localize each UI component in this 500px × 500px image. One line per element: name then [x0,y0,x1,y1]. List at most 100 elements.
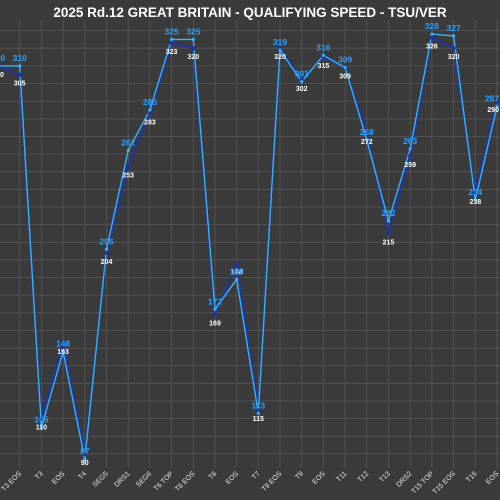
data-label: 204 [101,259,113,266]
data-label: 309 [339,74,351,81]
data-label: 148 [56,339,70,349]
data-point [408,147,412,151]
data-point [386,231,391,236]
data-point [104,250,109,255]
data-point [169,40,174,46]
x-tick-label: T3 [34,470,45,481]
data-label: 87 [80,446,90,456]
data-point [256,411,260,415]
data-label: 320 [448,54,460,61]
data-label: 320 [274,54,286,61]
data-label: 263 [403,136,417,146]
data-point [17,72,22,77]
data-label: 315 [318,63,330,70]
data-point [148,108,152,112]
data-label: 105 [34,414,48,424]
data-label: 238 [469,199,481,206]
data-label: 320 [187,54,199,61]
data-point [429,35,435,40]
data-label: 301 [295,69,309,79]
data-label: 110 [36,425,47,432]
data-point [104,247,109,251]
data-label: 285 [143,97,157,107]
data-label: 283 [144,120,156,127]
data-point [191,46,196,51]
data-label: 325 [186,26,200,36]
data-label: 287 [485,93,499,103]
data-label: 262 [121,138,135,148]
x-tick-label: T9 [294,470,305,481]
data-label: 215 [383,239,395,246]
x-tick-label: T4 [77,470,88,481]
data-label: 272 [361,139,373,146]
data-label: 310 [0,53,5,63]
data-label: 234 [468,187,482,197]
data-point [61,350,65,354]
data-point [212,312,218,317]
data-label: 323 [166,49,178,56]
data-label: 310 [0,72,4,79]
data-label: 206 [99,236,113,246]
chart-title: 2025 Rd.12 GREAT BRITAIN - QUALIFYING SP… [53,5,447,20]
x-tick-label: T6 [208,470,219,481]
series-line-2 [0,33,498,460]
data-label: 113 [251,400,265,410]
series-line-1 [0,36,498,455]
data-point [473,190,478,196]
data-label: 222 [381,208,395,218]
data-label: 115 [253,416,264,423]
data-point [278,48,282,52]
data-point [430,32,434,36]
data-point [364,130,369,136]
data-point [126,148,130,153]
data-points [0,32,500,461]
data-point [39,416,44,421]
data-point [170,37,174,42]
data-point [256,407,261,412]
x-tick-label: T7 [251,470,262,481]
data-point [126,164,131,169]
data-point [234,261,239,266]
data-labels: 310 305 110 153 90 204 253 283 323 320 169 198 115 32… [0,21,499,467]
data-label: 189 [230,266,244,276]
data-point [82,451,88,457]
data-point [191,37,195,42]
data-label: 326 [426,44,438,51]
data-label: 172 [208,296,222,306]
data-point [473,198,477,202]
data-label: 290 [487,107,499,114]
data-label: 259 [404,162,416,169]
series-lines [0,33,498,460]
data-label: 328 [425,21,439,31]
data-point [60,340,66,345]
data-label: 319 [273,37,287,47]
data-point [18,64,22,68]
data-label: 316 [316,42,330,52]
data-label: 302 [296,86,308,93]
data-point [386,219,391,223]
data-point [83,457,87,461]
data-label: 169 [209,321,221,328]
data-point [321,53,325,57]
data-label: 305 [14,81,26,88]
data-label: 268 [360,127,374,137]
data-label: 325 [165,26,179,36]
data-label: 310 [13,53,27,63]
data-point [213,307,217,311]
data-point [343,66,347,70]
data-label: 198 [231,269,243,276]
data-point [495,104,499,108]
data-point [408,153,413,158]
data-point [365,138,369,142]
data-point [300,80,304,84]
data-point [39,425,44,429]
data-point [494,98,500,104]
data-label: 153 [57,349,69,356]
data-point [451,46,456,51]
data-label: 253 [122,172,134,179]
data-point [235,277,239,281]
data-label: 90 [81,460,89,467]
data-point [452,34,456,38]
data-label: 309 [338,55,352,65]
